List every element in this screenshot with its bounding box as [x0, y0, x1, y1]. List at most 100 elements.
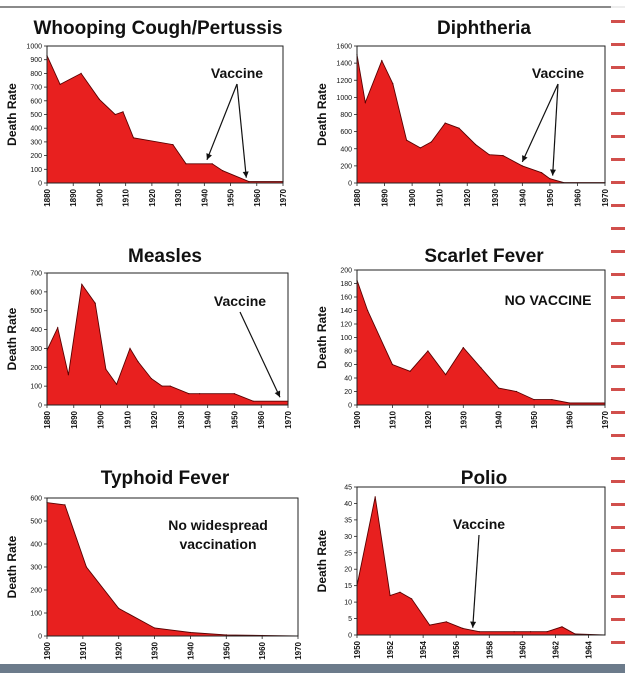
- y-tick-label: 800: [340, 112, 352, 119]
- y-tick-label: 600: [30, 496, 42, 503]
- data-point: [364, 101, 366, 104]
- data-point: [391, 363, 393, 366]
- y-tick-label: 180: [340, 281, 352, 288]
- data-point: [502, 155, 504, 157]
- plot-frame: [356, 45, 606, 184]
- x-tick-label: 1920: [463, 188, 472, 206]
- annotation-text: No widespread: [168, 517, 268, 533]
- data-point: [419, 147, 421, 149]
- x-tick-label: 1960: [518, 640, 527, 658]
- y-tick-label: 500: [30, 519, 42, 526]
- data-point: [478, 631, 480, 633]
- x-tick-label: 1950: [222, 641, 231, 659]
- x-tick-label: 1930: [174, 188, 183, 206]
- chart-title: Diphtheria: [437, 18, 531, 39]
- data-point: [85, 566, 87, 568]
- data-point: [521, 165, 523, 167]
- x-tick-label: 1930: [177, 410, 186, 428]
- arrow-head: [274, 390, 281, 398]
- data-point: [561, 626, 563, 628]
- data-point: [59, 83, 61, 85]
- x-tick-label: 1930: [459, 410, 468, 428]
- y-tick-label: 1000: [336, 95, 352, 102]
- y-tick-label: 0: [348, 403, 352, 410]
- x-tick-label: 1880: [353, 188, 362, 206]
- y-tick-label: 60: [344, 362, 352, 369]
- y-tick-label: 15: [344, 583, 352, 590]
- data-point: [430, 141, 432, 143]
- x-tick-label: 1952: [386, 640, 395, 658]
- data-point: [118, 607, 120, 610]
- x-tick-label: 1930: [491, 188, 500, 206]
- x-tick-label: 1970: [279, 188, 288, 206]
- x-tick-label: 1910: [79, 641, 88, 659]
- y-axis-label: Death Rate: [315, 306, 329, 369]
- x-tick-label: 1920: [150, 410, 159, 428]
- data-point: [367, 309, 369, 312]
- x-tick-label: 1950: [227, 188, 236, 206]
- chart-panel-4: Scarlet Fever Death Rate 0 20 40 60 80 100 120 14…: [315, 246, 610, 429]
- data-point: [533, 399, 535, 401]
- data-point: [161, 385, 163, 387]
- x-tick-label: 1970: [601, 410, 610, 428]
- y-tick-label: 600: [30, 289, 42, 296]
- y-tick-label: 600: [340, 129, 352, 136]
- annotation-arrow: [472, 534, 480, 628]
- y-tick-label: 0: [38, 403, 42, 410]
- x-tick-label: 1910: [436, 188, 445, 206]
- data-point: [381, 60, 383, 62]
- data-point: [129, 347, 131, 349]
- chart-title: Typhoid Fever: [101, 468, 230, 489]
- x-tick-label: 1900: [408, 188, 417, 206]
- annotation-arrow: [206, 83, 238, 161]
- y-tick-label: 45: [344, 485, 352, 492]
- x-tick-label: 1960: [257, 410, 266, 428]
- x-tick-label: 1960: [573, 188, 582, 206]
- data-point: [137, 361, 139, 363]
- x-tick-label: 1900: [95, 188, 104, 206]
- x-tick-label: 1920: [115, 641, 124, 659]
- area-series: [46, 55, 284, 184]
- x-tick-label: 1920: [148, 188, 157, 206]
- x-tick-label: 1950: [230, 410, 239, 428]
- y-tick-label: 300: [30, 565, 42, 572]
- y-tick-label: 700: [30, 271, 42, 278]
- arrow-head: [206, 153, 212, 160]
- y-tick-label: 30: [344, 534, 352, 541]
- y-tick-label: 400: [30, 126, 42, 133]
- y-tick-label: 0: [38, 181, 42, 188]
- y-axis-label: Death Rate: [315, 83, 329, 146]
- annotation-arrow: [552, 83, 559, 176]
- data-point: [116, 383, 118, 385]
- data-point: [64, 504, 66, 506]
- x-tick-label: 1958: [485, 640, 494, 658]
- data-point: [462, 347, 464, 349]
- x-tick-label: 1900: [43, 641, 52, 659]
- x-tick-label: 1910: [388, 410, 397, 428]
- data-point: [199, 393, 201, 395]
- data-point: [154, 627, 156, 629]
- data-point: [188, 393, 190, 395]
- x-tick-label: 1970: [284, 410, 293, 428]
- plot-frame: [46, 45, 284, 184]
- data-point: [252, 400, 254, 402]
- x-tick-label: 1940: [495, 410, 504, 428]
- data-point: [513, 631, 515, 633]
- y-tick-label: 400: [30, 542, 42, 549]
- y-tick-label: 0: [348, 633, 352, 640]
- chart-title: Measles: [128, 246, 202, 267]
- right-edge-strip: [611, 0, 625, 673]
- y-tick-label: 700: [30, 85, 42, 92]
- data-point: [122, 111, 124, 113]
- y-tick-label: 140: [340, 308, 352, 315]
- plot-frame: [356, 486, 606, 636]
- data-point: [233, 393, 235, 395]
- data-point: [98, 98, 100, 100]
- x-tick-label: 1910: [122, 188, 131, 206]
- y-tick-label: 200: [30, 588, 42, 595]
- y-tick-label: 300: [30, 346, 42, 353]
- y-tick-label: 100: [30, 611, 42, 618]
- data-point: [569, 402, 571, 404]
- data-point: [530, 631, 532, 633]
- data-point: [389, 594, 391, 597]
